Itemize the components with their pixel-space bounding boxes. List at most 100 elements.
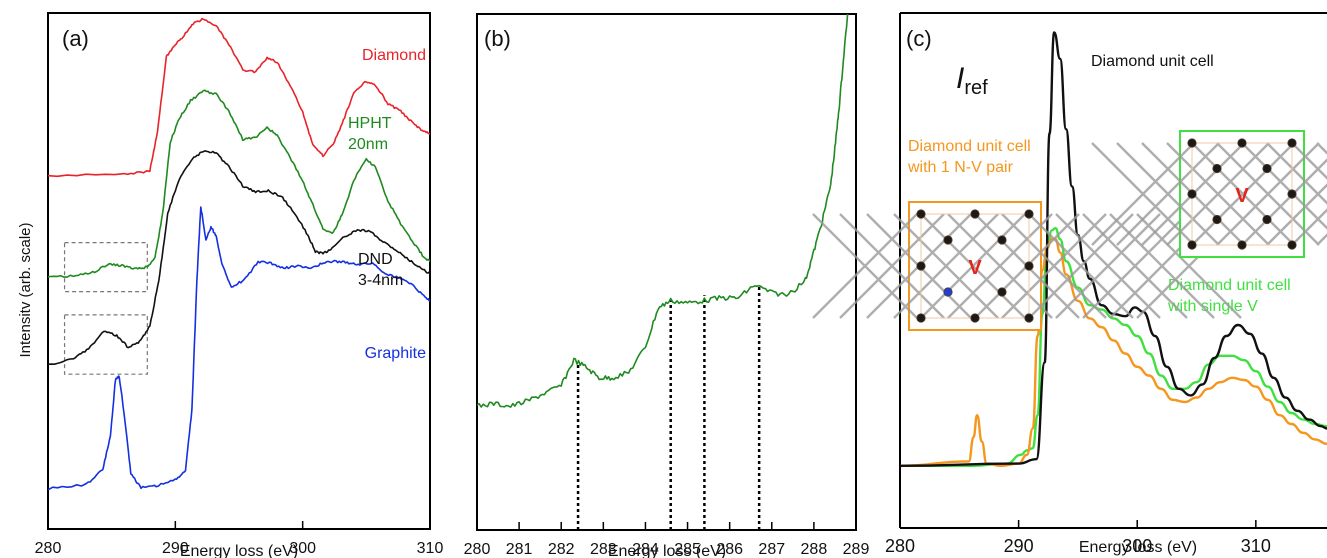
atoms [1187, 138, 1297, 250]
atoms [916, 209, 1034, 323]
carbon-atom [916, 209, 926, 219]
panel-c: (c) Iref 280 290 300 310 Diamond unit cellD… [812, 12, 1327, 556]
bond [920, 213, 1026, 319]
carbon-atom [1237, 240, 1247, 250]
reference-intensity-label: Iref [956, 62, 988, 99]
panel-b: (b) 280 281 282 283 284 285 286 287 288 289 Energ… [464, 13, 870, 558]
carbon-atom [916, 313, 926, 323]
series-label-dnd-3-4nm: DND 3-4nm [358, 251, 403, 289]
series-label-diamond-unit-cell-with-single-v: Diamond unit cell with single V [1167, 277, 1291, 315]
panel-b-tick-label: 287 [758, 541, 785, 558]
bond [1091, 142, 1195, 246]
carbon-atom [1024, 261, 1034, 271]
carbon-atom [1024, 209, 1034, 219]
carbon-atom [1212, 163, 1222, 174]
panel-c-tick-label: 300 [1122, 536, 1152, 556]
carbon-atom [1187, 189, 1197, 199]
series-line-hpht-20nm [48, 89, 430, 278]
carbon-atom [1212, 214, 1222, 225]
carbon-atom [997, 235, 1007, 245]
panel-b-tick-label: 289 [843, 541, 870, 558]
bond [1216, 142, 1320, 246]
panel-a: (a) 280 290 300 310 Diamond HPHT 20nm DND 3-4nm… [35, 12, 444, 558]
panel-c-series-labels: Diamond unit cell Diamond unit cell with s… [907, 53, 1291, 315]
bond [1266, 183, 1327, 246]
panel-b-label: (b) [484, 26, 511, 51]
carbon-atom [970, 209, 980, 219]
carbon-atom [1287, 240, 1297, 250]
shared-y-axis-label: Intensitv (arb. scale) [17, 222, 34, 357]
panel-c-tick-label: 310 [1241, 536, 1271, 556]
carbon-atom [1187, 138, 1197, 148]
carbon-atom [970, 313, 980, 323]
dashed-region-box [63, 242, 148, 293]
panel-c-xticks: 280 290 300 310 [885, 520, 1271, 556]
carbon-atom [1287, 138, 1297, 148]
bond [1055, 213, 1161, 319]
vacancy-label: V [968, 257, 982, 279]
unit-cell-inset-single-v-unit-cell: V [1091, 130, 1327, 258]
panel-b-frame [476, 13, 857, 531]
panel-b-tick-label: 286 [716, 541, 743, 558]
series-line-diamond-unit-cell [900, 31, 1327, 467]
series-label-graphite: Graphite [365, 345, 426, 362]
panel-b-annotations [576, 284, 761, 530]
panel-b-tick-label: 282 [548, 541, 575, 558]
panel-c-insets: VV [812, 130, 1327, 331]
panel-a-tick-label: 290 [162, 540, 189, 557]
bond [1191, 142, 1295, 246]
carbon-atom [1262, 163, 1272, 174]
series-label-hpht-20nm: HPHT 20nm [348, 115, 392, 153]
carbon-atom [1237, 138, 1247, 148]
carbon-atom [943, 235, 953, 245]
bond [1028, 213, 1134, 319]
panel-c-x-axis-label: Energy loss (eV) [1079, 539, 1197, 556]
panel-c-series [900, 31, 1327, 468]
panel-b-tick-label: 285 [674, 541, 701, 558]
carbon-atom [1187, 240, 1197, 250]
nitrogen-atom [943, 287, 953, 297]
carbon-atom [1287, 189, 1297, 199]
panel-c-label: (c) [906, 26, 932, 51]
series-label-diamond-unit-cell: Diamond unit cell [1091, 53, 1214, 70]
carbon-atom [1262, 214, 1272, 225]
series-line-diamond-unit-cell-with-1-n-v-pair [900, 238, 1327, 467]
panel-a-annotations [63, 242, 148, 375]
series-line-diamond [48, 17, 430, 178]
bond [839, 213, 945, 319]
series-label-diamond: Diamond [362, 47, 426, 64]
panel-a-series-labels: Diamond HPHT 20nm DND 3-4nm Graphite [348, 47, 426, 362]
dashed-region-box [63, 314, 148, 375]
bond [1082, 213, 1188, 319]
series-line-dnd-3-4nm [48, 150, 430, 366]
bond [1116, 142, 1220, 246]
panel-b-tick-label: 281 [506, 541, 533, 558]
series-line-spectrum [477, 14, 849, 408]
panel-b-tick-label: 283 [590, 541, 617, 558]
unit-cell-inset-n-v-pair-unit-cell: V [812, 201, 1242, 331]
bond [1166, 142, 1270, 246]
vacancy-label: V [1235, 185, 1249, 207]
bond [893, 213, 999, 319]
panel-a-label: (a) [62, 26, 89, 51]
panel-b-tick-label: 288 [801, 541, 828, 558]
series-line-graphite [48, 206, 430, 491]
panel-a-tick-label: 300 [289, 540, 316, 557]
panel-a-tick-label: 310 [417, 540, 444, 557]
bond [812, 213, 918, 319]
panel-b-xticks: 280 281 282 283 284 285 286 287 288 289 [464, 522, 870, 558]
series-label-diamond-unit-cell-with-1-n-v-pair: Diamond unit cell with 1 N-V pair [907, 138, 1031, 176]
panel-a-x-axis-label: Energy loss (eV) [180, 543, 298, 558]
carbon-atom [997, 287, 1007, 297]
panel-c-tick-label: 290 [1004, 536, 1034, 556]
panel-b-tick-label: 280 [464, 541, 491, 558]
bond [1001, 213, 1107, 319]
bond [1291, 142, 1327, 180]
panel-a-series [48, 17, 430, 491]
panel-c-tick-label: 280 [885, 536, 915, 556]
panel-b-x-axis-label: Energy loss (eV) [608, 543, 726, 558]
series-line-diamond-unit-cell-with-single-v [900, 227, 1327, 468]
panel-a-xticks: 280 290 300 310 [35, 521, 444, 557]
panel-b-series [477, 14, 849, 408]
